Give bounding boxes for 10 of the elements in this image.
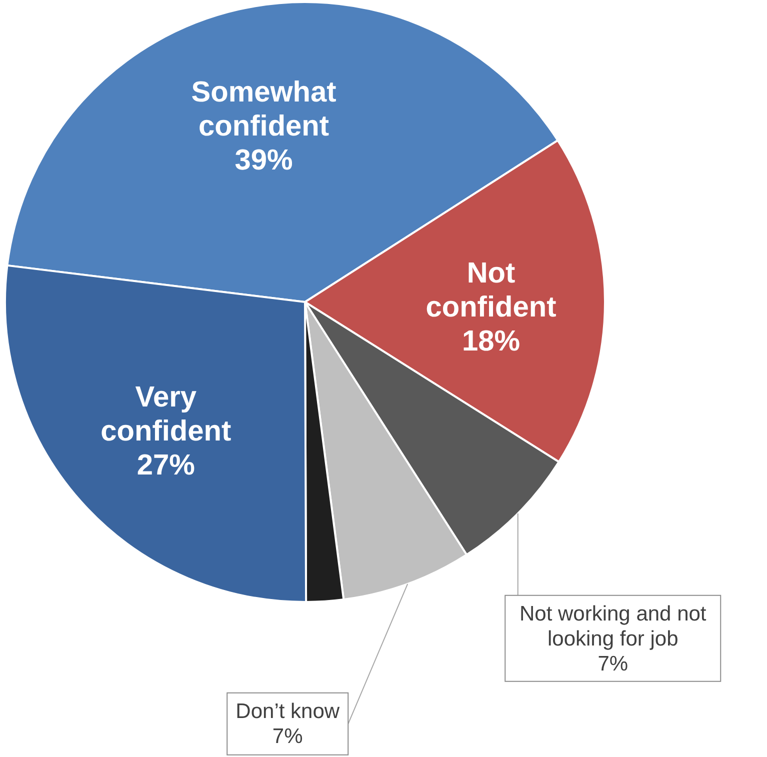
slice-label: Not working and not looking for job: [519, 602, 706, 650]
data-label: 18%: [462, 325, 520, 358]
slice-label: Not confident: [426, 257, 557, 324]
data-label: 39%: [234, 144, 294, 177]
data-label: 27%: [136, 449, 196, 482]
slice-label: Don’t know: [236, 700, 340, 723]
slice-label: Very confident: [100, 381, 232, 448]
slice-label: Somewhat confident: [191, 76, 337, 143]
data-label: 7%: [598, 652, 628, 676]
data-label: 7%: [272, 724, 303, 748]
